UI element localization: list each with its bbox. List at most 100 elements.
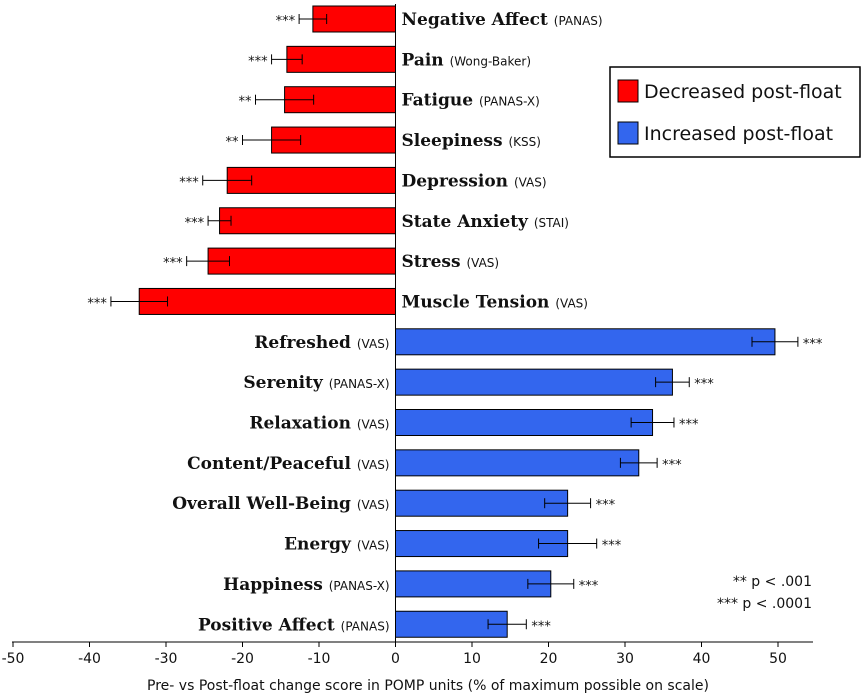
category-name: Positive Affect — [198, 615, 341, 635]
significance-stars: *** — [531, 619, 551, 634]
significance-stars: *** — [87, 296, 107, 311]
category-scale: (PANAS) — [554, 14, 603, 28]
bar-labels-group: *** Negative Affect (PANAS) *** Pain (Wong-… — [87, 10, 822, 635]
category-scale: (PANAS-X) — [329, 377, 390, 391]
significance-stars: *** — [185, 216, 205, 231]
bars-group — [110, 5, 799, 638]
bar — [138, 287, 396, 315]
x-tick-label: 30 — [616, 651, 634, 667]
significance-stars: *** — [579, 579, 599, 594]
category-name: Fatigue — [402, 91, 479, 111]
bar — [395, 328, 776, 356]
significance-stars: *** — [276, 14, 296, 29]
significance-notes: ** p < .001 *** p < .0001 — [717, 574, 812, 612]
category-label: Stress (VAS) — [402, 252, 500, 272]
category-label: Depression (VAS) — [402, 171, 547, 191]
category-scale: (VAS) — [357, 539, 390, 553]
category-label: State Anxiety (STAI) — [402, 212, 569, 232]
significance-note: ** p < .001 — [733, 574, 812, 590]
category-label: Positive Affect (PANAS) — [198, 615, 390, 635]
bar — [395, 449, 640, 477]
x-axis-title: Pre- vs Post-float change score in POMP … — [147, 678, 709, 694]
category-name: Stress — [402, 252, 467, 272]
category-scale: (VAS) — [357, 337, 390, 351]
category-scale: (VAS) — [555, 296, 588, 310]
category-label: Muscle Tension (VAS) — [402, 292, 588, 312]
category-label: Happiness (PANAS-X) — [223, 575, 389, 595]
bar — [226, 166, 396, 194]
bar — [395, 368, 673, 396]
x-axis: -50 -40 -30 -20 -10 0 10 20 30 40 50 Pre- vs Post-f… — [2, 4, 813, 694]
category-name: Pain — [402, 50, 450, 70]
category-label: Sleepiness (KSS) — [402, 131, 541, 151]
category-label: Negative Affect (PANAS) — [402, 10, 603, 30]
category-scale: (Wong-Baker) — [450, 54, 531, 68]
category-name: Refreshed — [254, 333, 357, 353]
category-scale: (VAS) — [466, 256, 499, 270]
legend-label: Decreased post-float — [644, 81, 842, 103]
category-scale: (PANAS-X) — [329, 579, 390, 593]
category-label: Content/Peaceful (VAS) — [187, 454, 389, 474]
x-tick-label: 50 — [769, 651, 787, 667]
significance-stars: *** — [248, 54, 268, 69]
legend-swatch — [617, 79, 639, 103]
x-tick-label: -30 — [155, 651, 178, 667]
significance-stars: *** — [596, 498, 616, 513]
category-name: Energy — [284, 535, 357, 555]
category-label: Fatigue (PANAS-X) — [402, 91, 540, 111]
category-label: Relaxation (VAS) — [249, 414, 389, 434]
category-scale: (KSS) — [508, 135, 540, 149]
category-scale: (VAS) — [514, 175, 547, 189]
significance-stars: ** — [239, 95, 253, 110]
category-scale: (VAS) — [357, 418, 390, 432]
significance-stars: ** — [226, 135, 240, 150]
bar — [219, 207, 396, 235]
bar — [395, 489, 569, 517]
x-tick-label: -20 — [231, 651, 254, 667]
x-tick-label: 10 — [463, 651, 481, 667]
significance-stars: *** — [179, 175, 199, 190]
category-label: Serenity (PANAS-X) — [243, 373, 389, 393]
significance-note: *** p < .0001 — [717, 596, 812, 612]
bar — [207, 247, 396, 275]
x-tick-label: 20 — [540, 651, 558, 667]
significance-stars: *** — [679, 418, 699, 433]
category-name: Muscle Tension — [402, 292, 556, 312]
category-name: Relaxation — [249, 414, 357, 434]
category-name: State Anxiety — [402, 212, 534, 232]
significance-stars: *** — [662, 458, 682, 473]
category-name: Sleepiness — [402, 131, 509, 151]
category-scale: (VAS) — [357, 458, 390, 472]
category-label: Pain (Wong-Baker) — [402, 50, 532, 70]
bar — [395, 570, 552, 598]
category-name: Content/Peaceful — [187, 454, 357, 474]
legend-box — [609, 66, 861, 158]
category-name: Happiness — [223, 575, 329, 595]
category-name: Depression — [402, 171, 514, 191]
category-scale: (PANAS-X) — [479, 95, 540, 109]
category-name: Serenity — [243, 373, 328, 393]
x-tick-label: 40 — [693, 651, 711, 667]
bar — [286, 45, 396, 73]
x-tick-label: -40 — [78, 651, 101, 667]
bar — [395, 409, 654, 436]
x-tick-label: -50 — [2, 651, 25, 667]
legend-label: Increased post-float — [644, 123, 833, 145]
significance-stars: *** — [163, 256, 183, 271]
significance-stars: *** — [694, 377, 714, 392]
legend-swatch — [617, 121, 639, 145]
significance-stars: *** — [602, 539, 622, 554]
category-scale: (PANAS) — [341, 619, 390, 633]
category-scale: (STAI) — [534, 216, 569, 230]
x-tick-label: -10 — [308, 651, 331, 667]
category-label: Overall Well-Being (VAS) — [172, 494, 389, 514]
category-name: Overall Well-Being — [172, 494, 357, 514]
category-label: Refreshed (VAS) — [254, 333, 389, 353]
x-tick-label: 0 — [391, 651, 400, 667]
category-scale: (VAS) — [357, 498, 390, 512]
category-label: Energy (VAS) — [284, 535, 389, 555]
category-name: Negative Affect — [402, 10, 554, 30]
significance-stars: *** — [803, 337, 823, 352]
legend: Decreased post-float Increased post-float — [609, 66, 861, 158]
